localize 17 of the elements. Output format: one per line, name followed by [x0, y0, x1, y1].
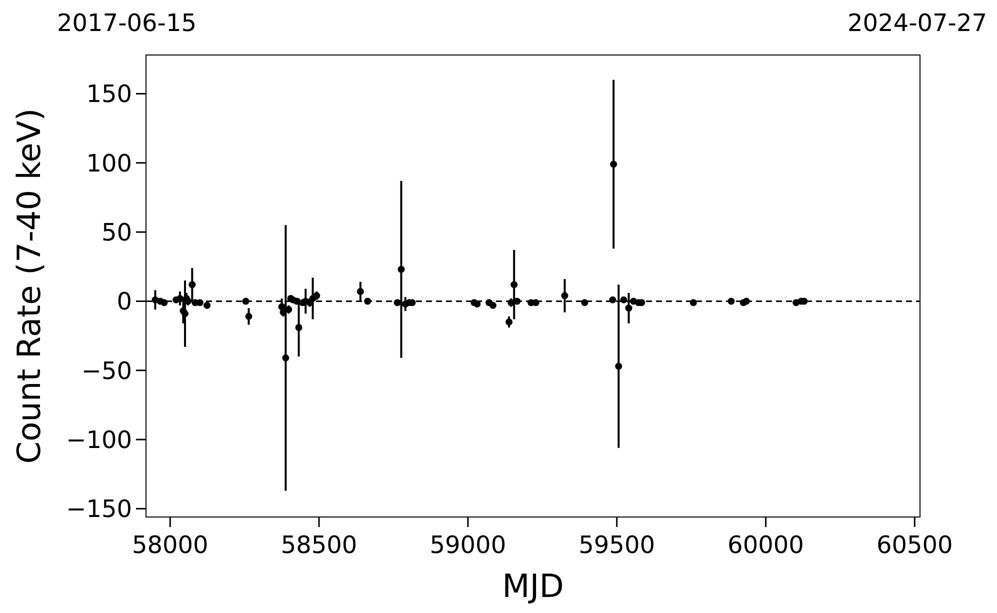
- text: 2017-06-15: [57, 9, 196, 37]
- text: 2024-07-27: [848, 9, 987, 37]
- y-tick-label: 150: [86, 80, 132, 108]
- x-tick-label: 58500: [280, 531, 358, 559]
- x-tick-label: 59000: [430, 531, 506, 559]
- y-tick-label: −100: [66, 426, 132, 454]
- x-tick-label: 60000: [728, 531, 804, 559]
- y-tick-label: −50: [81, 356, 132, 385]
- y-axis-title: Count Rate (7-40 keV): [10, 108, 48, 464]
- y-tick-label: 100: [86, 149, 132, 178]
- x-axis-title: MJD: [502, 567, 564, 605]
- x-tick-label: 59500: [578, 531, 656, 559]
- y-tick-label: 0: [116, 288, 132, 316]
- x-tick-label: 60500: [876, 531, 953, 559]
- x-tick-label: 58000: [132, 531, 208, 559]
- y-tick-label: 50: [101, 218, 132, 246]
- y-tick-label: −150: [66, 495, 132, 524]
